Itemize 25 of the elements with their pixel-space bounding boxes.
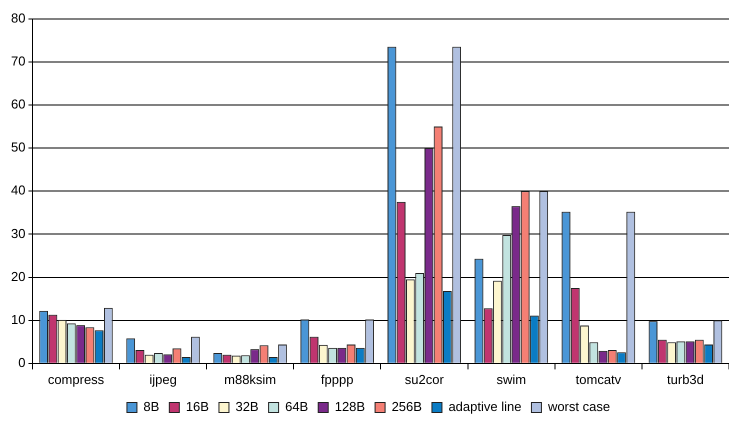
y-tick-label: 10 — [10, 312, 26, 327]
y-tick-label: 80 — [10, 10, 26, 26]
y-tick-label: 30 — [10, 226, 26, 241]
x-tick-label: turb3d — [667, 372, 704, 387]
legend-label: 8B — [143, 399, 160, 414]
y-tick-label: 0 — [18, 354, 26, 370]
legend-label: worst case — [546, 399, 610, 414]
legend-label: adaptive line — [448, 399, 522, 414]
legend-label: 256B — [392, 399, 422, 414]
legend-label: 128B — [334, 399, 366, 414]
legend-label: 64B — [285, 399, 308, 414]
legend-label: 32B — [235, 399, 259, 414]
x-tick-label: fpppp — [320, 372, 354, 387]
y-tick-label: 20 — [10, 268, 26, 284]
x-tick-label: compress — [48, 372, 105, 387]
y-tick-label: 60 — [10, 96, 26, 112]
y-tick-label: 50 — [10, 140, 26, 155]
x-tick-label: swim — [496, 372, 526, 387]
y-tick-label: 70 — [10, 53, 26, 68]
x-tick-label: m88ksim — [224, 372, 276, 387]
x-tick-label: tomcatv — [576, 372, 622, 387]
x-tick-label: ijpeg — [149, 372, 177, 387]
x-tick-label: su2cor — [404, 372, 444, 387]
legend-label: 16B — [186, 399, 209, 414]
y-tick-label: 40 — [10, 182, 26, 198]
